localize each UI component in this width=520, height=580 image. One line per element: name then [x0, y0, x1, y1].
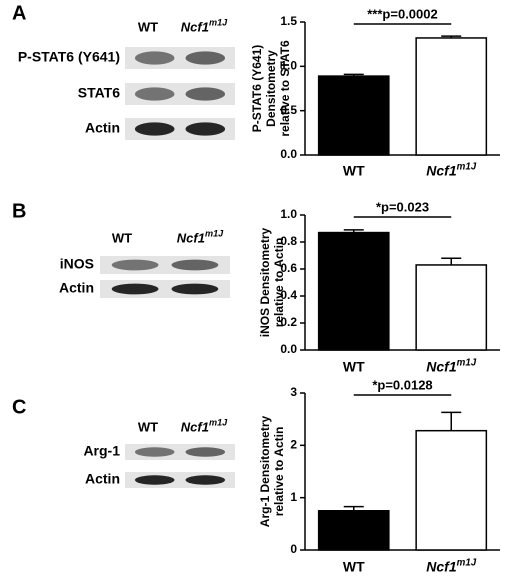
significance-annotation: *p=0.023	[376, 199, 429, 214]
y-tick-label: 1.0	[280, 207, 297, 221]
blot-band	[171, 283, 219, 295]
y-tick-label: 1.0	[280, 59, 297, 73]
x-tick-label: Ncf1	[426, 559, 457, 575]
blot-band	[111, 259, 159, 271]
y-tick-label: 1.5	[280, 14, 297, 28]
y-tick-label: 0.0	[280, 342, 297, 356]
blot-row-label: Actin	[59, 280, 94, 296]
y-tick-label: 1	[290, 490, 297, 504]
y-axis-label: iNOS Densitometry	[258, 227, 272, 337]
blot-row-label: Actin	[85, 471, 120, 487]
bar	[317, 231, 390, 351]
blot-row-label: Actin	[85, 120, 120, 136]
blot-row-label: Arg-1	[83, 443, 120, 459]
blot-band	[134, 447, 175, 457]
significance-annotation: ***p=0.0002	[367, 6, 437, 21]
blot-band	[171, 259, 219, 271]
blot-column-label: Ncf1	[177, 230, 205, 245]
y-tick-label: 0.5	[280, 103, 297, 117]
y-tick-label: 0	[290, 542, 297, 556]
y-axis-label: relative to STAT6	[278, 40, 292, 137]
blot-row-label: P-STAT6 (Y641)	[18, 49, 120, 65]
blot-band	[134, 51, 175, 65]
x-tick-label-superscript: m1J	[457, 162, 477, 173]
blot-band	[185, 122, 226, 136]
blot-band	[185, 51, 226, 65]
blot-column-label: WT	[138, 19, 158, 34]
y-axis-label: relative to Actin	[272, 427, 286, 517]
blot-band	[185, 447, 226, 457]
x-tick-label-superscript: m1J	[457, 358, 477, 369]
blot-column-label: Ncf1	[181, 19, 209, 34]
x-tick-label: Ncf1	[426, 359, 457, 375]
panel-label: A	[12, 2, 26, 24]
blot-column-label: WT	[112, 230, 132, 245]
blot-column-label-superscript: m1J	[209, 17, 228, 27]
blot-row-label: STAT6	[78, 85, 120, 101]
y-tick-label: 0.2	[280, 315, 297, 329]
blot-band	[185, 87, 226, 101]
x-tick-label: WT	[343, 163, 365, 179]
blot-row-label: iNOS	[60, 256, 94, 272]
x-tick-label: Ncf1	[426, 163, 457, 179]
panel-label: B	[12, 200, 26, 222]
blot-band	[185, 475, 226, 485]
x-tick-label: WT	[343, 359, 365, 375]
blot-column-label: Ncf1	[181, 419, 209, 434]
bar	[415, 264, 488, 351]
bar	[415, 429, 488, 551]
y-axis-label: Densitometry	[264, 50, 278, 127]
x-tick-label: WT	[343, 559, 365, 575]
y-tick-label: 0.8	[280, 234, 297, 248]
blot-column-label: WT	[138, 419, 158, 434]
x-tick-label-superscript: m1J	[457, 558, 477, 569]
blot-band	[134, 122, 175, 136]
y-tick-label: 2	[290, 438, 297, 452]
y-tick-label: 0.4	[280, 288, 297, 302]
blot-band	[134, 475, 175, 485]
y-tick-label: 3	[290, 385, 297, 399]
blot-band	[134, 87, 175, 101]
y-tick-label: 0.6	[280, 261, 297, 275]
bar	[317, 510, 390, 551]
blot-band	[111, 283, 159, 295]
bar	[317, 75, 390, 156]
panel-label: C	[12, 396, 26, 418]
y-tick-label: 0.0	[280, 147, 297, 161]
y-axis-label: P-STAT6 (Y641)	[250, 45, 264, 133]
blot-column-label-superscript: m1J	[209, 417, 228, 427]
blot-column-label-superscript: m1J	[205, 228, 224, 238]
y-axis-label: Arg-1 Densitometry	[258, 415, 272, 527]
bar	[415, 37, 488, 156]
y-axis-label: relative to Actin	[272, 238, 286, 328]
significance-annotation: *p=0.0128	[372, 377, 432, 392]
